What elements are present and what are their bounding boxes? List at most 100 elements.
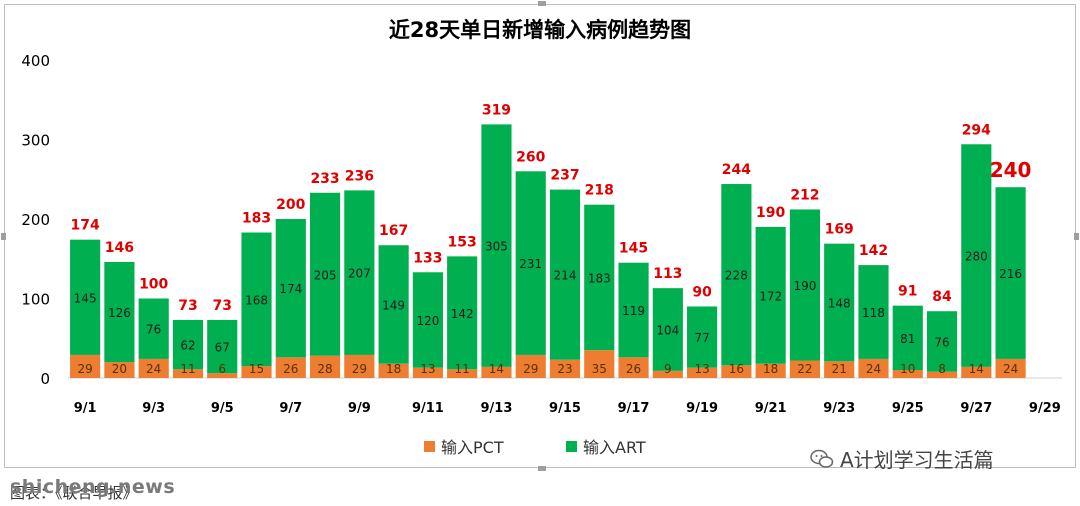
bar-pct (275, 357, 306, 378)
data-label-total: 146 (105, 240, 134, 256)
data-label-pct: 24 (1003, 362, 1018, 376)
data-label-pct: 8 (938, 362, 946, 376)
data-label-art: 120 (416, 314, 439, 328)
data-label-total: 183 (242, 211, 271, 227)
data-label-pct: 14 (969, 362, 984, 376)
bar-pct (104, 362, 135, 378)
bar-pct (481, 366, 512, 378)
bar-pct (755, 363, 786, 378)
data-label-pct: 20 (112, 362, 127, 376)
bar-art (995, 187, 1026, 359)
resize-handle-left[interactable] (1, 233, 6, 240)
data-label-art: 76 (934, 335, 949, 349)
bar-pct (687, 367, 718, 378)
x-tick-label: 9/9 (348, 401, 371, 416)
data-label-total: 142 (859, 243, 888, 259)
data-label-art: 76 (146, 323, 161, 337)
data-label-pct: 9 (664, 362, 672, 376)
data-label-art: 214 (554, 269, 577, 283)
data-label-art: 168 (245, 293, 268, 307)
bar-pct (207, 373, 238, 378)
data-label-total: 153 (448, 234, 477, 250)
data-label-pct: 29 (352, 362, 367, 376)
data-label-total: 133 (413, 250, 442, 266)
bar-pct (618, 357, 649, 378)
bar-art (824, 243, 855, 362)
data-label-art: 67 (215, 341, 230, 355)
bar-pct (447, 369, 478, 378)
data-label-art: 216 (999, 267, 1022, 281)
data-label-art: 231 (519, 257, 542, 271)
data-label-art: 183 (588, 271, 611, 285)
data-label-art: 81 (900, 332, 915, 346)
data-label-total: 200 (276, 197, 305, 213)
bar-art (926, 311, 958, 372)
data-label-total: 190 (756, 205, 785, 221)
bar-pct (995, 358, 1026, 378)
data-label-art: 148 (828, 296, 851, 310)
bar-pct (789, 360, 821, 378)
data-label-total: 294 (962, 122, 991, 138)
data-label-total: 260 (516, 149, 545, 165)
data-label-pct: 35 (592, 362, 607, 376)
legend-pct-swatch (424, 440, 435, 452)
x-tick-label: 9/5 (211, 401, 234, 416)
bar-art (309, 192, 341, 356)
data-label-art: 77 (694, 331, 709, 345)
data-label-art: 145 (74, 291, 97, 305)
legend-pct-label: 输入PCT (441, 438, 504, 457)
x-tick-label: 9/27 (960, 401, 992, 416)
bar-art (138, 298, 169, 359)
data-label-art: 305 (485, 240, 508, 254)
bar-pct (344, 354, 375, 378)
data-label-total: 174 (71, 218, 100, 234)
data-label-pct: 15 (249, 362, 264, 376)
data-label-pct: 26 (283, 362, 298, 376)
data-label-art: 172 (759, 289, 782, 303)
bar-art (584, 204, 615, 351)
bar-pct (241, 366, 272, 378)
x-tick-label: 9/3 (142, 401, 165, 416)
data-label-total: 233 (310, 171, 339, 187)
data-label-total: 218 (585, 183, 614, 199)
data-label-pct: 26 (626, 362, 641, 376)
resize-handle-right[interactable] (1074, 233, 1079, 240)
data-label-art: 228 (725, 269, 748, 283)
bar-pct (961, 366, 992, 378)
data-label-art: 126 (108, 306, 131, 320)
data-label-pct: 29 (77, 362, 92, 376)
data-label-pct: 24 (866, 362, 881, 376)
data-label-total: 169 (825, 222, 854, 238)
data-label-pct: 18 (763, 362, 778, 376)
x-tick-label: 9/15 (549, 401, 581, 416)
data-label-pct: 13 (694, 362, 709, 376)
data-label-total: 212 (790, 187, 819, 203)
bar-art (789, 209, 821, 361)
data-label-art: 190 (793, 279, 816, 293)
x-tick-label: 9/23 (823, 401, 855, 416)
chart-title: 近28天单日新增输入病例趋势图 (388, 18, 692, 42)
data-label-pct: 16 (729, 362, 744, 376)
y-tick-label: 100 (21, 291, 50, 309)
x-tick-label: 9/25 (892, 401, 924, 416)
data-label-art: 118 (862, 306, 885, 320)
data-label-art: 174 (279, 282, 302, 296)
resize-handle-top[interactable] (538, 1, 546, 6)
data-label-total: 236 (345, 168, 374, 184)
data-label-pct: 13 (420, 362, 435, 376)
legend-art-label: 输入ART (583, 438, 646, 457)
data-label-pct: 14 (489, 362, 504, 376)
bar-art (652, 288, 683, 371)
resize-handle-bottom[interactable] (538, 466, 546, 471)
data-label-total: 145 (619, 241, 648, 257)
data-label-pct: 11 (180, 362, 195, 376)
x-tick-label: 9/1 (74, 401, 97, 416)
bar-art (687, 306, 718, 368)
bar-art (447, 256, 478, 370)
data-label-total: 73 (178, 298, 197, 314)
data-label-art: 205 (314, 268, 337, 282)
bar-pct (549, 359, 581, 378)
bar-pct (309, 355, 341, 378)
bar-pct (652, 370, 683, 378)
x-tick-label: 9/21 (755, 401, 787, 416)
